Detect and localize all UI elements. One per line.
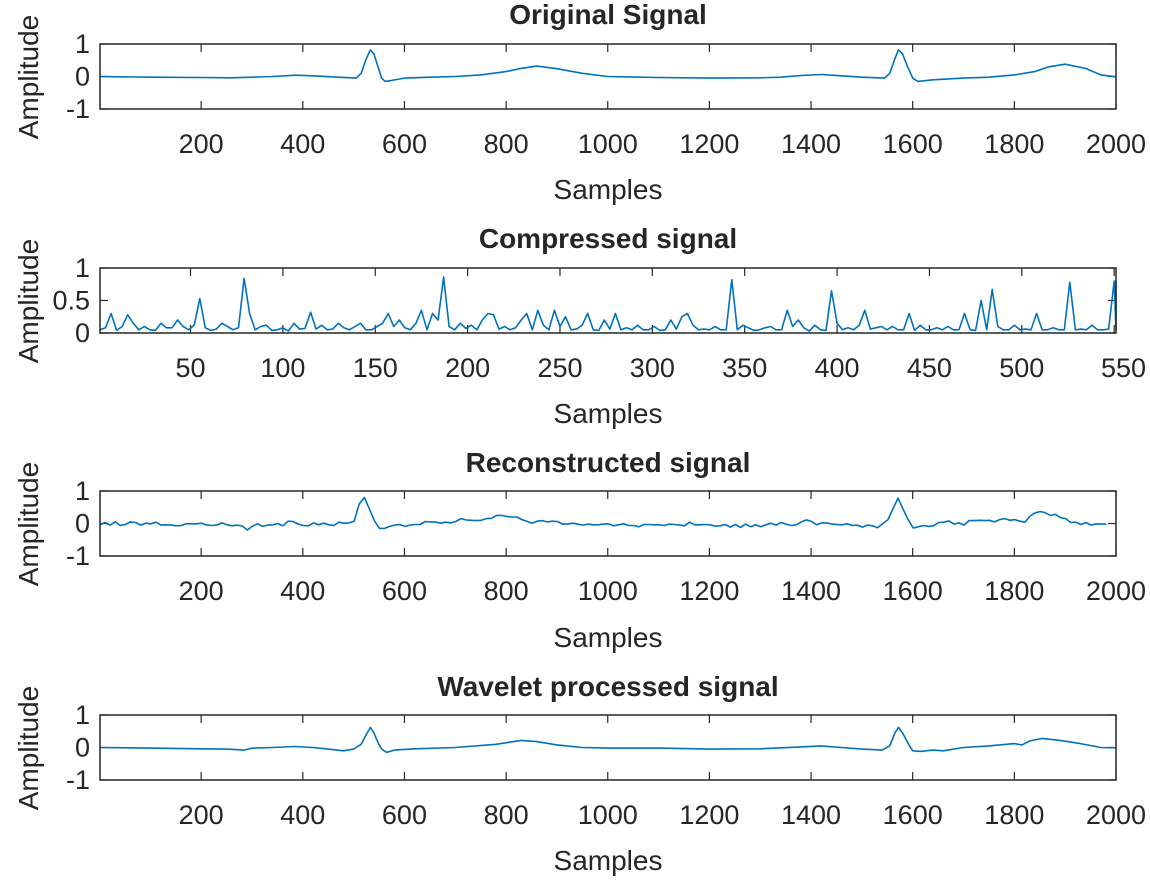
x-tick-label: 150: [353, 353, 398, 383]
y-tick-label: 0.5: [52, 286, 90, 316]
y-tick-label: -1: [66, 541, 90, 571]
x-tick-label: 1000: [578, 800, 638, 830]
panel-reconstructed-signal: Reconstructed signal -101 200 400 600 800 10…: [13, 447, 1146, 653]
y-tick-labels: 00.51: [52, 253, 1116, 348]
x-tick-label: 300: [630, 353, 675, 383]
x-tick-label: 550: [1101, 353, 1146, 383]
panel-original-signal: Original Signal -101 200 400 600 800 1000 120…: [13, 0, 1146, 205]
panel-wavelet-processed-signal: Wavelet processed signal -101 200 400 600 8…: [13, 671, 1146, 876]
panel-title: Reconstructed signal: [466, 447, 751, 478]
x-tick-label: 1400: [781, 129, 841, 159]
x-tick-label: 1600: [883, 129, 943, 159]
y-axis-label: Amplitude: [13, 239, 44, 364]
x-tick-label: 600: [382, 129, 427, 159]
x-tick-labels: 200 400 600 800 1000 1200 1400 1600 1800 2000: [179, 44, 1146, 159]
x-tick-label: 250: [537, 353, 582, 383]
y-tick-label: 1: [75, 29, 90, 59]
x-tick-label: 2000: [1086, 800, 1146, 830]
y-tick-label: -1: [66, 765, 90, 795]
x-tick-label: 800: [484, 800, 529, 830]
x-tick-labels: 200 400 600 800 1000 1200 1400 1600 1800 2000: [179, 715, 1146, 830]
panel-title: Original Signal: [509, 0, 707, 30]
signal-trace: [99, 496, 1107, 531]
x-tick-label: 500: [999, 353, 1044, 383]
x-tick-label: 400: [280, 800, 325, 830]
x-tick-label: 600: [382, 576, 427, 606]
y-tick-labels: -101: [66, 700, 1116, 795]
y-tick-label: 0: [75, 62, 90, 92]
signal-trace: [99, 726, 1117, 754]
x-tick-label: 1200: [679, 129, 739, 159]
x-tick-label: 2000: [1086, 576, 1146, 606]
x-tick-label: 1400: [781, 576, 841, 606]
x-tick-label: 400: [815, 353, 860, 383]
signal-trace: [99, 49, 1117, 83]
y-tick-labels: -101: [66, 476, 1116, 571]
y-tick-label: 0: [75, 733, 90, 763]
x-tick-label: 100: [260, 353, 305, 383]
x-tick-label: 1400: [781, 800, 841, 830]
x-tick-label: 400: [280, 576, 325, 606]
y-axis-label: Amplitude: [13, 686, 44, 811]
y-axis-label: Amplitude: [13, 15, 44, 140]
x-tick-label: 1000: [578, 576, 638, 606]
y-tick-label: 1: [75, 476, 90, 506]
x-tick-label: 800: [484, 576, 529, 606]
axes-box: [99, 267, 1117, 334]
panel-compressed-signal: Compressed signal 00.51 50 100 150 200 250 30…: [13, 223, 1146, 429]
x-tick-label: 400: [280, 129, 325, 159]
panel-title: Compressed signal: [479, 223, 737, 254]
x-axis-label: Samples: [554, 174, 663, 205]
x-tick-label: 200: [445, 353, 490, 383]
y-tick-label: 1: [75, 700, 90, 730]
y-tick-label: 0: [75, 509, 90, 539]
x-tick-label: 200: [179, 129, 224, 159]
x-tick-label: 1800: [984, 576, 1044, 606]
x-tick-labels: 200 400 600 800 1000 1200 1400 1600 1800 2000: [179, 491, 1146, 606]
x-tick-label: 1200: [679, 576, 739, 606]
y-tick-label: 0: [75, 318, 90, 348]
panel-title: Wavelet processed signal: [437, 671, 778, 702]
x-tick-label: 800: [484, 129, 529, 159]
axes-box: [99, 43, 1117, 110]
x-axis-label: Samples: [554, 845, 663, 876]
x-tick-label: 600: [382, 800, 427, 830]
axes-box: [99, 714, 1117, 781]
x-axis-label: Samples: [554, 398, 663, 429]
x-tick-label: 1800: [984, 800, 1044, 830]
x-tick-label: 1000: [578, 129, 638, 159]
y-tick-label: -1: [66, 94, 90, 124]
y-axis-label: Amplitude: [13, 462, 44, 587]
x-tick-label: 200: [179, 800, 224, 830]
x-tick-label: 2000: [1086, 129, 1146, 159]
x-tick-labels: 50 100 150 200 250 300 350 400 450 500 550: [175, 268, 1146, 383]
x-tick-label: 1600: [883, 576, 943, 606]
axes-box: [99, 490, 1117, 557]
x-tick-label: 200: [179, 576, 224, 606]
x-tick-label: 50: [175, 353, 205, 383]
x-tick-label: 1800: [984, 129, 1044, 159]
x-tick-label: 1200: [679, 800, 739, 830]
y-tick-label: 1: [75, 253, 90, 283]
x-tick-label: 350: [722, 353, 767, 383]
x-tick-label: 1600: [883, 800, 943, 830]
x-tick-label: 450: [907, 353, 952, 383]
x-axis-label: Samples: [554, 622, 663, 653]
